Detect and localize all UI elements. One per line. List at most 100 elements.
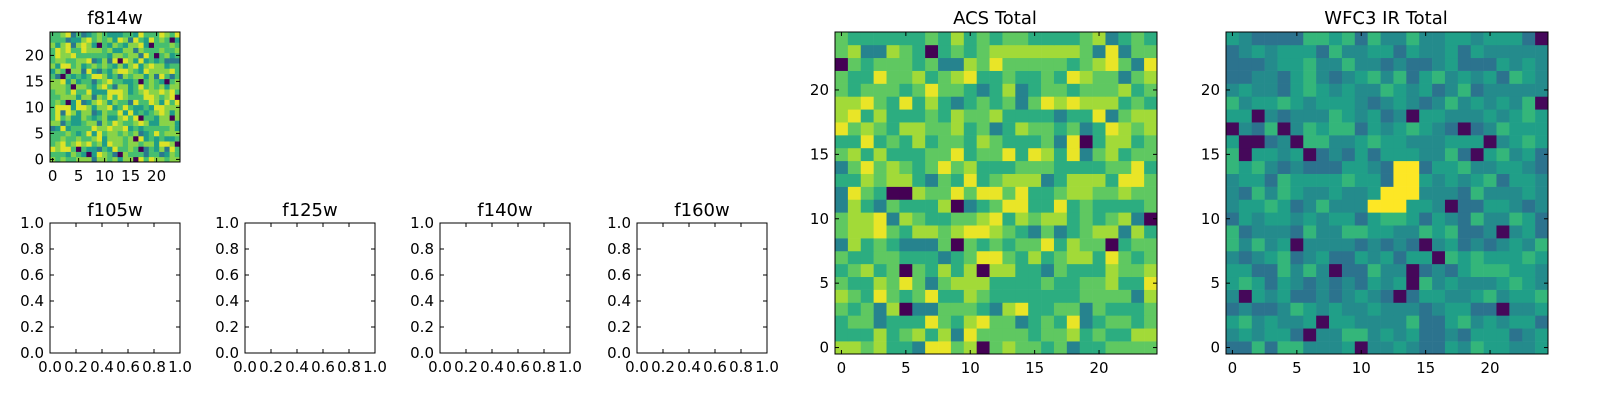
heatmap-cell (835, 57, 849, 71)
heatmap-cell (1066, 341, 1081, 355)
heatmap-cell (860, 302, 874, 316)
heatmap-cell (159, 52, 165, 59)
heatmap-cell (1251, 263, 1265, 278)
heatmap-cell (102, 136, 108, 142)
heatmap-cell (925, 160, 939, 174)
heatmap-cell (989, 250, 1003, 265)
heatmap-cell (1131, 96, 1145, 110)
heatmap-cell (86, 120, 92, 126)
heatmap-cell (102, 110, 108, 116)
heatmap-cell (1316, 57, 1330, 71)
heatmap-cell (60, 136, 66, 142)
y-tick-label: 5 (819, 274, 829, 292)
heatmap-cell (1354, 199, 1368, 213)
heatmap-cell (873, 302, 887, 316)
heatmap-cell (91, 156, 98, 163)
heatmap-cell (164, 130, 170, 137)
heatmap-cell (938, 341, 952, 355)
heatmap-cell (107, 78, 113, 85)
heatmap-cell (886, 122, 900, 136)
heatmap-cell (1131, 70, 1145, 84)
heatmap-cell (1264, 289, 1278, 303)
heatmap-cell (976, 83, 990, 97)
y-tick-label: 0.4 (20, 292, 44, 310)
heatmap-cell (133, 37, 139, 43)
heatmap-cell (128, 37, 134, 43)
heatmap-cell (1316, 147, 1330, 162)
heatmap-cell (169, 89, 176, 95)
heatmap-cell (60, 151, 66, 158)
heatmap-cell (1002, 83, 1016, 97)
x-tick-label: 1.0 (755, 358, 779, 376)
heatmap-cell (899, 32, 913, 46)
heatmap-cell (1092, 328, 1106, 342)
x-tick-label: 0.2 (64, 358, 88, 376)
heatmap-cell (107, 125, 113, 132)
heatmap-cell (1535, 83, 1549, 97)
heatmap-cell (70, 136, 77, 142)
heatmap-cell (1118, 83, 1132, 97)
heatmap-cell (1092, 315, 1106, 329)
heatmap-cell (899, 57, 913, 71)
heatmap-cell (1432, 289, 1446, 303)
heatmap-cell (1131, 186, 1145, 200)
heatmap-cell (1144, 250, 1158, 265)
heatmap-cell (1118, 135, 1132, 149)
heatmap-cell (1131, 212, 1145, 226)
heatmap-cell (174, 151, 181, 158)
heatmap-cell (133, 89, 139, 95)
heatmap-cell (873, 122, 887, 136)
heatmap-cell (860, 289, 874, 303)
heatmap-cell (989, 225, 1003, 239)
heatmap-cell (1079, 238, 1093, 252)
heatmap-cell (1509, 70, 1523, 84)
heatmap-cell (899, 122, 913, 136)
heatmap-cell (117, 141, 124, 147)
heatmap-cell (112, 37, 118, 43)
heatmap-cell (60, 37, 66, 43)
heatmap-cell (1144, 83, 1158, 97)
heatmap-cell (154, 141, 160, 147)
heatmap-cell (60, 47, 66, 54)
heatmap-cell (1041, 186, 1055, 200)
heatmap-cell (81, 99, 87, 106)
heatmap-cell (164, 104, 170, 111)
heatmap-cell (847, 276, 862, 290)
heatmap-cell (81, 130, 87, 137)
heatmap-cell (1066, 44, 1081, 59)
heatmap-cell (1238, 238, 1253, 252)
heatmap-cell (886, 83, 900, 97)
heatmap-cell (1457, 302, 1472, 316)
heatmap-cell (1290, 83, 1304, 97)
heatmap-cell (1238, 212, 1253, 226)
heatmap-cell (1535, 70, 1549, 84)
heatmap-cell (1380, 160, 1394, 174)
x-tick-label: 15 (1025, 359, 1044, 377)
heatmap-cell (148, 84, 155, 90)
heatmap-cell (912, 186, 926, 200)
heatmap-cell (112, 115, 118, 121)
heatmap-cell (1028, 276, 1042, 290)
heatmap-cell (1509, 276, 1523, 290)
y-tick-label: 0.0 (410, 344, 434, 362)
heatmap-cell (938, 225, 952, 239)
heatmap-cell (65, 151, 72, 158)
heatmap-cell (159, 47, 165, 54)
heatmap-cell (1419, 289, 1433, 303)
heatmap-cell (1316, 199, 1330, 213)
heatmap-cell (1053, 160, 1068, 174)
heatmap-cell (122, 37, 129, 43)
heatmap-cell (976, 44, 990, 59)
heatmap-cell (886, 225, 900, 239)
heatmap-cell (950, 173, 965, 187)
heatmap-cell (1535, 276, 1549, 290)
heatmap-cell (1226, 147, 1240, 162)
heatmap-cell (1105, 263, 1119, 278)
heatmap-cell (143, 136, 150, 142)
heatmap-cell (50, 99, 56, 106)
heatmap-cell (133, 141, 139, 147)
heatmap-cell (1457, 238, 1472, 252)
heatmap-cell (1509, 96, 1523, 110)
